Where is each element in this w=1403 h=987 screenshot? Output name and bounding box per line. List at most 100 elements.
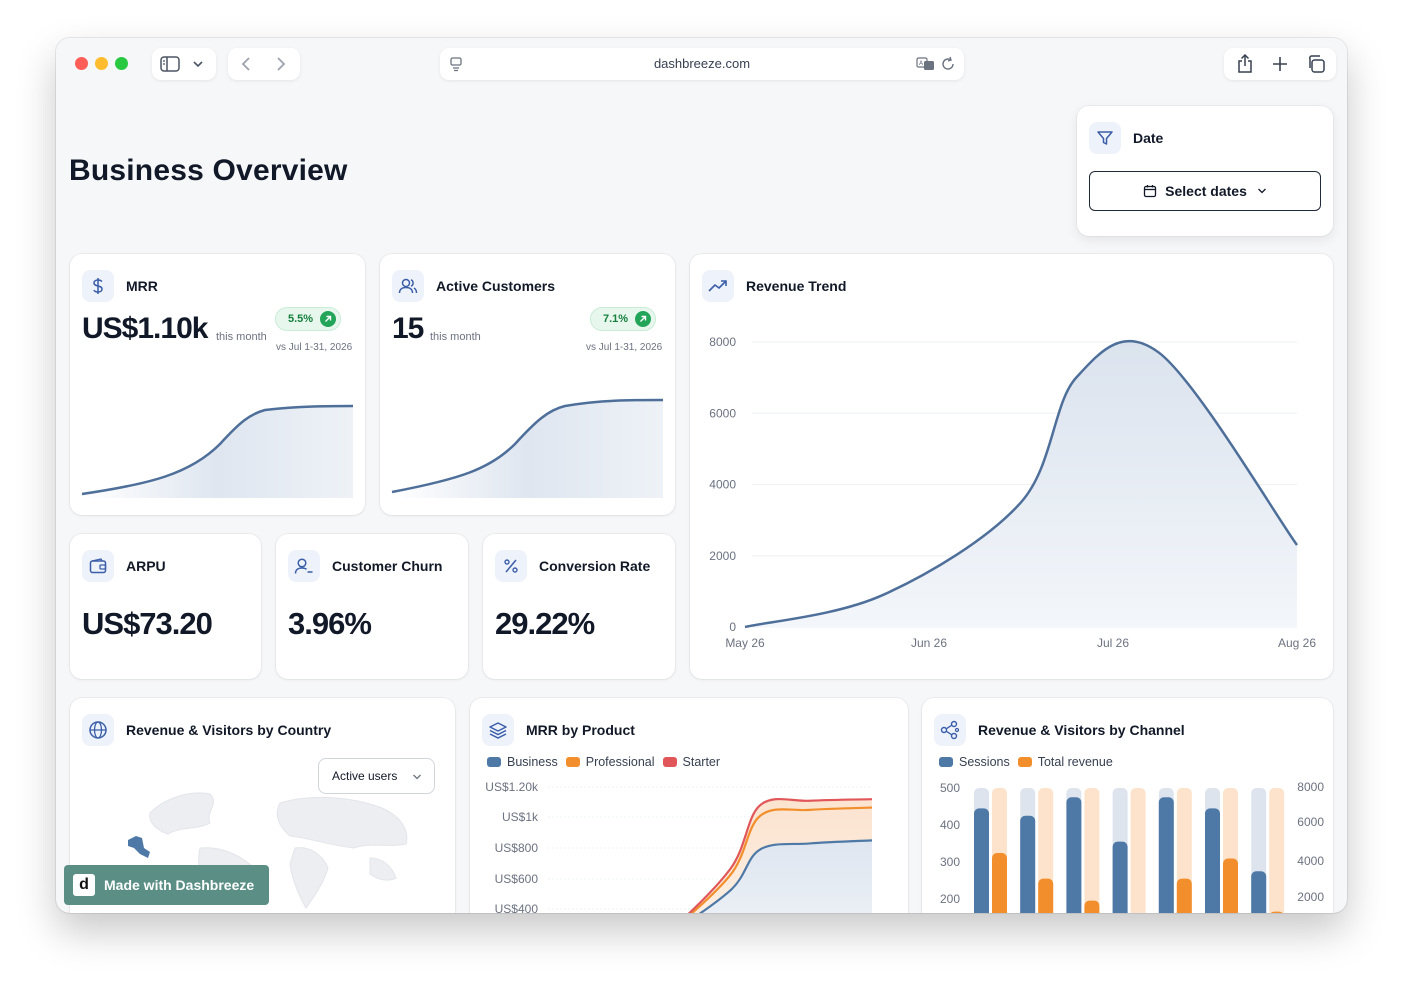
country-card: Revenue & Visitors by Country Active use… (70, 698, 455, 913)
y-right-tick-label: 4000 (1297, 854, 1324, 868)
active-customers-card: Active Customers 15 this month 7.1% vs J… (380, 254, 675, 515)
customer-churn-label: Customer Churn (332, 558, 443, 574)
sessions-bar (1158, 797, 1174, 913)
mrr-sparkline (81, 404, 354, 498)
legend-item-professional: Professional (565, 755, 655, 769)
mrr-label: MRR (126, 278, 158, 294)
mrr-by-product-title: MRR by Product (526, 722, 635, 738)
address-bar[interactable]: dashbreeze.com A (440, 48, 964, 80)
translate-icon[interactable]: A (916, 56, 936, 77)
new-tab-plus-icon[interactable] (1264, 48, 1296, 80)
trending-up-icon (702, 270, 734, 302)
customers-sparkline (391, 398, 664, 498)
users-icon (392, 270, 424, 302)
conversion-rate-label: Conversion Rate (539, 558, 651, 574)
tab-overview-icon[interactable] (1300, 48, 1332, 80)
x-tick-label: Jul 26 (1097, 636, 1129, 650)
revenue-bar (1084, 900, 1100, 913)
active-customers-value: 15 (392, 312, 424, 345)
channel-card: Revenue & Visitors by Channel Sessions T… (922, 698, 1333, 913)
minimize-window-button[interactable] (95, 57, 108, 70)
zoom-window-button[interactable] (115, 57, 128, 70)
date-filter-label: Date (1133, 130, 1164, 146)
sessions-bar (1066, 797, 1082, 913)
y-tick-label: US$800 (495, 841, 539, 855)
revenue-bar (1176, 878, 1192, 913)
arpu-card: ARPU US$73.20 (70, 534, 261, 679)
y-tick-label: US$1k (502, 810, 539, 824)
channel-chart: 200 300 400 500 2000 4000 6000 8000 (940, 780, 1324, 913)
dashbreeze-logo-icon: d (73, 874, 95, 896)
revenue-bar (1223, 858, 1238, 913)
select-dates-button[interactable]: Select dates (1089, 171, 1321, 211)
revenue-bar (992, 853, 1007, 913)
sidebar-toggle-group (152, 48, 216, 80)
nav-group (228, 48, 300, 80)
forward-arrow-icon[interactable] (265, 48, 297, 80)
revenue-line (744, 339, 1299, 629)
mrr-by-product-chart: US$400 US$600 US$800 US$1k US$1.20k (485, 780, 873, 913)
legend-item-sessions: Sessions (939, 755, 1010, 769)
mrr-value: US$1.10k (82, 312, 208, 345)
metric-select[interactable]: Active users (318, 758, 435, 794)
y-left-tick-label: 500 (940, 781, 960, 795)
conversion-rate-card: Conversion Rate 29.22% (483, 534, 675, 679)
filter-icon (1089, 122, 1121, 154)
user-minus-icon (288, 550, 320, 582)
arpu-label: ARPU (126, 558, 166, 574)
mrr-compare: vs Jul 1-31, 2026 (276, 342, 353, 353)
mrr-by-product-card: MRR by Product Business Professional Sta… (470, 698, 908, 913)
customers-change-badge: 7.1% (590, 307, 657, 331)
y-left-tick-label: 300 (940, 855, 960, 869)
reload-icon[interactable] (940, 56, 956, 77)
series-line-professional (690, 806, 873, 913)
calendar-icon (1143, 185, 1157, 198)
made-with-badge[interactable]: d Made with Dashbreeze (64, 865, 269, 905)
revenue-bar-bg (1269, 788, 1285, 913)
revenue-area (745, 341, 1297, 627)
sidebar-icon[interactable] (154, 48, 186, 80)
y-tick-label: 6000 (709, 406, 736, 420)
chevron-down-icon (413, 774, 421, 780)
conversion-rate-value: 29.22% (495, 606, 595, 641)
date-filter-card: Date Select dates (1077, 106, 1333, 236)
percent-icon (495, 550, 527, 582)
arrow-up-right-icon (320, 311, 337, 327)
chevron-down-icon (1257, 188, 1266, 194)
sessions-bar (1251, 871, 1267, 913)
url-text: dashbreeze.com (653, 56, 751, 71)
series-line-business (698, 839, 873, 913)
series-line-starter (687, 797, 873, 913)
x-tick-label: May 26 (725, 636, 765, 650)
right-toolbar-group (1224, 48, 1336, 80)
globe-icon (82, 714, 114, 746)
y-tick-label: US$600 (495, 872, 539, 886)
back-arrow-icon[interactable] (230, 48, 262, 80)
revenue-trend-title: Revenue Trend (746, 278, 847, 294)
sessions-bar (1112, 841, 1128, 913)
y-tick-label: 8000 (709, 335, 736, 349)
y-right-tick-label: 2000 (1297, 890, 1324, 904)
page-settings-icon[interactable] (448, 56, 464, 77)
share-icon[interactable] (1229, 48, 1261, 80)
legend-label-business: Business (507, 755, 558, 769)
legend-item-total-revenue: Total revenue (1017, 755, 1113, 769)
legend-label-professional: Professional (585, 755, 655, 769)
channel-title: Revenue & Visitors by Channel (978, 722, 1185, 738)
browser-titlebar: dashbreeze.com A (56, 38, 1347, 90)
sessions-bar (1020, 815, 1036, 913)
page-title: Business Overview (69, 154, 348, 187)
chevron-down-icon[interactable] (182, 48, 214, 80)
layers-icon (482, 714, 514, 746)
business-area (700, 840, 872, 913)
arpu-value: US$73.20 (82, 606, 213, 641)
legend-item-business: Business (487, 755, 558, 769)
legend-label-sessions: Sessions (959, 755, 1010, 769)
close-window-button[interactable] (75, 57, 88, 70)
revenue-bar-bg (1130, 788, 1146, 913)
y-right-tick-label: 8000 (1297, 780, 1324, 794)
customers-change: 7.1% (603, 313, 629, 325)
sessions-bar (1205, 808, 1220, 913)
y-tick-label: US$1.20k (485, 780, 539, 794)
product-legend: Business Professional Starter (487, 755, 728, 769)
